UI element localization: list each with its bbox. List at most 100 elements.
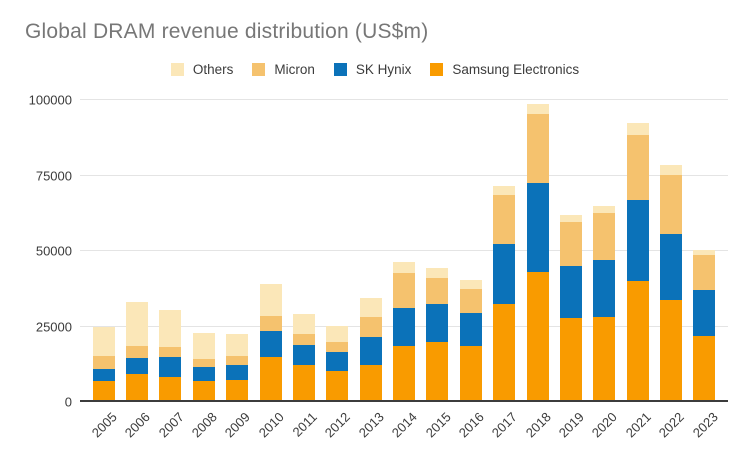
- chart-title: Global DRAM revenue distribution (US$m): [25, 20, 429, 43]
- bar-segment-sk-hynix-2012: [326, 351, 349, 371]
- bar-2012: [326, 100, 349, 402]
- x-label-2008: 2008: [188, 409, 220, 441]
- bar-group-2014: 2014: [387, 100, 420, 440]
- bar-segment-micron-2010: [259, 316, 282, 332]
- bar-segment-others-2015: [426, 268, 449, 279]
- bar-segment-samsung-electronics-2022: [660, 300, 683, 402]
- x-label-2020: 2020: [589, 409, 621, 441]
- bar-segment-micron-2019: [559, 222, 582, 267]
- bar-2017: [493, 100, 516, 402]
- x-label-2012: 2012: [322, 409, 354, 441]
- bar-segment-samsung-electronics-2010: [259, 357, 282, 402]
- x-label-2023: 2023: [689, 409, 721, 441]
- legend-item-samsung-electronics: Samsung Electronics: [430, 62, 579, 77]
- bar-2022: [660, 100, 683, 402]
- bar-segment-others-2022: [660, 164, 683, 175]
- legend-swatch-icon: [252, 63, 266, 76]
- legend-label: Micron: [274, 62, 315, 77]
- bar-segment-samsung-electronics-2023: [693, 336, 716, 402]
- bar-segment-others-2007: [159, 309, 182, 348]
- bar-segment-sk-hynix-2020: [593, 260, 616, 317]
- gridline-100000: [80, 99, 728, 100]
- bar-segment-others-2013: [359, 298, 382, 317]
- bar-2013: [359, 100, 382, 402]
- bar-segment-others-2018: [526, 103, 549, 114]
- bar-segment-samsung-electronics-2014: [393, 346, 416, 402]
- bar-segment-micron-2022: [660, 174, 683, 234]
- bar-segment-micron-2020: [593, 212, 616, 261]
- bar-2008: [192, 100, 215, 402]
- bar-segment-others-2023: [693, 250, 716, 255]
- x-label-2009: 2009: [222, 409, 254, 441]
- bar-segment-sk-hynix-2021: [626, 200, 649, 282]
- bar-group-2007: 2007: [154, 100, 187, 440]
- bar-segment-micron-2014: [393, 272, 416, 308]
- bar-2015: [426, 100, 449, 402]
- bar-segment-sk-hynix-2023: [693, 289, 716, 337]
- bar-segment-samsung-electronics-2005: [92, 380, 115, 402]
- gridline-0: [80, 400, 728, 402]
- bar-segment-others-2009: [226, 334, 249, 357]
- bar-group-2018: 2018: [521, 100, 554, 440]
- bar-2023: [693, 100, 716, 402]
- y-tick-label-75000: 75000: [35, 168, 72, 183]
- bar-segment-micron-2005: [92, 356, 115, 369]
- bar-segment-others-2010: [259, 284, 282, 317]
- y-axis-labels: 0 25000 50000 75000 100000: [0, 94, 72, 409]
- plot-area: 2005 2006 2007 2008 2009 2010 2011 2012 2013 2014…: [80, 99, 728, 440]
- bar-group-2021: 2021: [621, 100, 654, 440]
- bar-segment-samsung-electronics-2016: [459, 345, 482, 402]
- x-label-2019: 2019: [555, 409, 587, 441]
- x-label-2006: 2006: [121, 409, 153, 441]
- y-tick-label-25000: 25000: [35, 319, 72, 334]
- bar-segment-samsung-electronics-2020: [593, 316, 616, 402]
- chart-legend: Others Micron SK Hynix Samsung Electronics: [0, 62, 750, 77]
- bar-segment-sk-hynix-2009: [226, 365, 249, 380]
- bar-group-2012: 2012: [321, 100, 354, 440]
- legend-label: Others: [192, 62, 234, 77]
- bar-segment-samsung-electronics-2021: [626, 281, 649, 402]
- legend-item-micron: Micron: [252, 62, 315, 77]
- bar-segment-others-2019: [559, 215, 582, 223]
- bar-group-2022: 2022: [654, 100, 687, 440]
- bar-segment-samsung-electronics-2012: [326, 370, 349, 402]
- bar-segment-others-2005: [92, 326, 115, 357]
- y-tick-label-100000: 100000: [28, 92, 72, 108]
- bar-segment-micron-2017: [493, 194, 516, 244]
- bar-segment-micron-2007: [159, 347, 182, 357]
- bar-segment-sk-hynix-2022: [660, 233, 683, 301]
- bar-2009: [226, 100, 249, 402]
- bars-layer: 2005 2006 2007 2008 2009 2010 2011 2012 2013 2014…: [80, 100, 728, 440]
- bar-segment-samsung-electronics-2018: [526, 271, 549, 402]
- bar-group-2009: 2009: [221, 100, 254, 440]
- bar-segment-micron-2012: [326, 341, 349, 352]
- bar-segment-sk-hynix-2007: [159, 356, 182, 377]
- bar-group-2015: 2015: [421, 100, 454, 440]
- bar-segment-others-2020: [593, 206, 616, 213]
- bar-segment-micron-2008: [192, 359, 215, 367]
- gridline-75000: [80, 174, 728, 176]
- bar-segment-samsung-electronics-2007: [159, 376, 182, 402]
- x-label-2010: 2010: [255, 409, 287, 441]
- bar-group-2006: 2006: [120, 100, 153, 440]
- bar-segment-samsung-electronics-2019: [559, 318, 582, 402]
- legend-item-sk-hynix: SK Hynix: [333, 62, 411, 77]
- x-label-2015: 2015: [422, 409, 454, 441]
- bar-2011: [292, 100, 315, 402]
- bar-2010: [259, 100, 282, 402]
- bar-2020: [593, 100, 616, 402]
- bar-segment-sk-hynix-2011: [292, 345, 315, 366]
- bar-segment-sk-hynix-2010: [259, 331, 282, 358]
- x-label-2016: 2016: [455, 409, 487, 441]
- x-label-2005: 2005: [88, 409, 120, 441]
- bar-group-2023: 2023: [688, 100, 721, 440]
- bar-segment-samsung-electronics-2006: [126, 373, 149, 402]
- bar-segment-samsung-electronics-2009: [226, 379, 249, 402]
- bar-segment-sk-hynix-2017: [493, 243, 516, 304]
- bar-segment-micron-2011: [292, 334, 315, 346]
- x-label-2007: 2007: [155, 409, 187, 441]
- x-label-2011: 2011: [289, 409, 320, 440]
- bar-segment-others-2012: [326, 325, 349, 342]
- bar-2016: [459, 100, 482, 402]
- x-label-2017: 2017: [489, 409, 521, 441]
